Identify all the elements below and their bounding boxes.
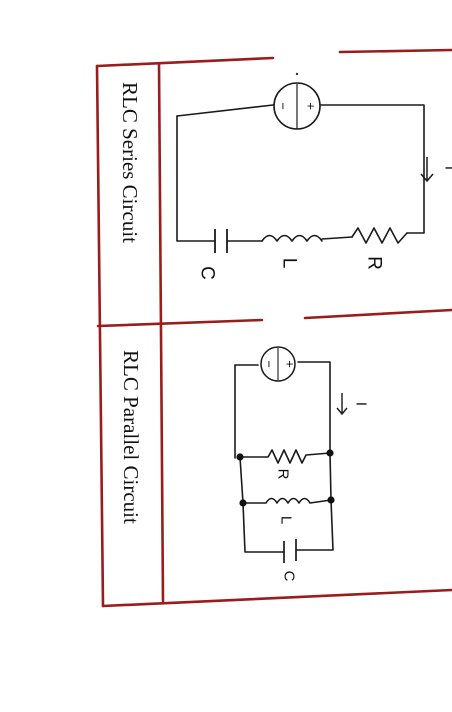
- series-inductor-label: L: [279, 258, 300, 269]
- series-resistor-label: R: [364, 256, 385, 270]
- parallel-current-arrow-icon: [336, 393, 348, 416]
- parallel-wire-source-right: [297, 361, 331, 454]
- parallel-source-plus: +: [283, 360, 298, 368]
- series-source-minus: −: [276, 102, 291, 110]
- series-circuit: − + C L R I: [176, 72, 452, 280]
- series-voltage-source-icon: − +: [273, 82, 321, 130]
- parallel-circuit-title: RLC Parallel Circuit: [119, 350, 143, 524]
- series-source-plus: +: [304, 102, 319, 110]
- parallel-rail-right: [295, 452, 334, 551]
- parallel-junction-node: [239, 499, 247, 507]
- parallel-resistor-label: R: [275, 469, 292, 480]
- series-wire-source-right: [320, 104, 425, 234]
- series-inductor-icon: [261, 234, 323, 242]
- series-resistor-icon: [351, 227, 408, 244]
- parallel-current-label: I: [353, 402, 370, 406]
- series-current-label: I: [442, 166, 452, 170]
- parallel-junction-node: [236, 453, 244, 461]
- parallel-circuit: − + R L C I: [234, 346, 370, 582]
- parallel-inductor-icon: [242, 497, 332, 504]
- parallel-voltage-source-icon: − +: [260, 346, 298, 382]
- parallel-inductor-label: L: [278, 516, 295, 524]
- series-circuit-title: RLC Series Circuit: [118, 82, 142, 243]
- parallel-source-minus: −: [262, 360, 277, 368]
- series-wire-l-r: [321, 236, 353, 240]
- series-wire-left: [176, 104, 274, 117]
- parallel-junction-node: [327, 496, 335, 504]
- series-source-dot: [295, 72, 299, 76]
- series-current-arrow-icon: [420, 157, 434, 183]
- parallel-capacitor-icon: [283, 539, 297, 563]
- parallel-rail-left: [239, 456, 285, 553]
- parallel-capacitor-label: C: [281, 571, 298, 582]
- parallel-junction-node: [326, 449, 334, 457]
- series-wire-top: [176, 115, 216, 242]
- series-capacitor-icon: [214, 229, 228, 253]
- series-capacitor-label: C: [197, 266, 218, 280]
- parallel-resistor-icon: [239, 449, 331, 464]
- table-frame: [95, 48, 452, 608]
